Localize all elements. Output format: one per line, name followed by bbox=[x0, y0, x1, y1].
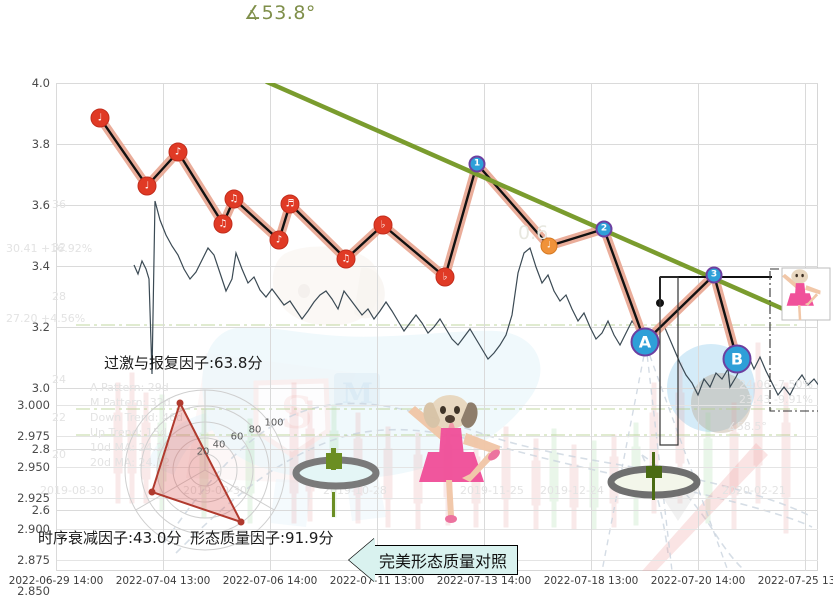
faded-text: 20d MA: 24.12 bbox=[90, 456, 170, 469]
faded-text: A Pattern: 29d bbox=[90, 381, 169, 394]
gridline-h-secondary bbox=[56, 529, 818, 530]
radar-vertex bbox=[148, 488, 156, 496]
faded-text: 22 bbox=[52, 411, 66, 424]
faded-text: 2020-01-24 bbox=[618, 484, 682, 497]
faded-big-label: 0.6 bbox=[518, 222, 549, 244]
zigzag-marker-♩[interactable]: ♩ bbox=[137, 176, 157, 196]
y-tick-label: 2.8 bbox=[31, 442, 50, 456]
faded-text: M Pattern: 32d bbox=[90, 396, 171, 409]
y-tick-label: 3.0 bbox=[31, 381, 50, 395]
x-tick-label: 2022-07-18 13:00 bbox=[543, 575, 639, 587]
gridline-h bbox=[56, 510, 818, 511]
factor-excess: 过激与报复因子:63.8分 bbox=[104, 354, 263, 372]
faded-text: 20 bbox=[52, 448, 66, 461]
faded-text: 2019-12-24 bbox=[540, 484, 604, 497]
faded-text: 24 bbox=[52, 373, 66, 386]
gridline-h bbox=[56, 266, 818, 267]
faded-text: 28 bbox=[52, 290, 66, 303]
gridline-h bbox=[56, 205, 818, 206]
y-tick-label-secondary: 3.000 bbox=[17, 398, 50, 412]
gridline-v bbox=[56, 83, 57, 571]
faded-text: 2019-10-28 bbox=[323, 484, 387, 497]
page-title: ∡53.8° bbox=[244, 2, 316, 24]
callout-arrow[interactable]: 完美形态质量对照 bbox=[349, 538, 519, 582]
zigzag-marker-1[interactable]: 1 bbox=[468, 155, 486, 173]
gridline-v bbox=[484, 83, 485, 571]
faded-text: 24.06 -7.50% bbox=[739, 378, 813, 391]
faded-text: 32 bbox=[52, 241, 66, 254]
y-tick-label: 3.8 bbox=[31, 137, 50, 151]
zigzag-marker-♫[interactable]: ♫ bbox=[224, 189, 244, 209]
zigzag-marker-B[interactable]: B bbox=[722, 344, 752, 374]
factor-quality: 形态质量因子:91.9分 bbox=[190, 529, 334, 547]
y-tick-label-secondary: 2.925 bbox=[17, 491, 50, 505]
gridline-v bbox=[377, 83, 378, 571]
faded-text: 23.43 -9.91% bbox=[739, 393, 813, 406]
faded-text: 36 bbox=[52, 198, 66, 211]
radar-vertex bbox=[176, 399, 184, 407]
radar-vertices bbox=[148, 399, 245, 526]
x-tick-label: 2022-07-25 13:00 bbox=[757, 575, 833, 587]
zigzag-marker-♬[interactable]: ♬ bbox=[280, 194, 300, 214]
x-tick-label: 2022-07-13 14:00 bbox=[436, 575, 532, 587]
x-tick-label: 2022-07-04 13:00 bbox=[115, 575, 211, 587]
y-tick-label-secondary: 2.975 bbox=[17, 429, 50, 443]
gridline-h-secondary bbox=[56, 498, 818, 499]
factor-decay: 时序衰减因子:43.0分 bbox=[38, 529, 182, 547]
faded-text: Up Trend: 15d bbox=[90, 426, 167, 439]
radar-polygon bbox=[150, 400, 244, 524]
faded-text: 2019-09-30 bbox=[183, 484, 247, 497]
faded-text: Down Trend: 46d bbox=[90, 411, 183, 424]
gridline-h bbox=[56, 83, 818, 84]
radar-spokes bbox=[135, 390, 275, 511]
y-tick-label-secondary: 2.875 bbox=[17, 553, 50, 567]
callout-label: 完美形态质量对照 bbox=[375, 545, 519, 575]
zigzag-marker-3[interactable]: 3 bbox=[705, 266, 723, 284]
zigzag-marker-♭[interactable]: ♭ bbox=[435, 267, 455, 287]
faded-text: 2020-02-21 bbox=[722, 484, 786, 497]
zigzag-marker-♩[interactable]: ♩ bbox=[90, 108, 110, 128]
zigzag-marker-♫[interactable]: ♫ bbox=[336, 249, 356, 269]
faded-text: 2019-11-25 bbox=[460, 484, 524, 497]
zigzag-marker-♫[interactable]: ♫ bbox=[213, 214, 233, 234]
y-tick-label: 3.4 bbox=[31, 259, 50, 273]
y-tick-label: 3.2 bbox=[31, 320, 50, 334]
radar-spoke bbox=[204, 469, 275, 511]
faded-text: 2019-08-30 bbox=[40, 484, 104, 497]
y-tick-label-secondary: 2.950 bbox=[17, 460, 50, 474]
zigzag-marker-♭[interactable]: ♭ bbox=[373, 215, 393, 235]
gridline-v bbox=[698, 83, 699, 571]
gridline-h bbox=[56, 449, 818, 450]
faded-text: ∡58.5° bbox=[727, 420, 767, 433]
faded-text: 10d MA: 24.28 bbox=[90, 441, 170, 454]
zigzag-marker-2[interactable]: 2 bbox=[595, 220, 613, 238]
gridline-h bbox=[56, 327, 818, 328]
zigzag-marker-♩[interactable]: ♩ bbox=[540, 237, 558, 255]
zigzag-marker-♪[interactable]: ♪ bbox=[168, 142, 188, 162]
zigzag-marker-A[interactable]: A bbox=[630, 327, 660, 357]
radar-spoke bbox=[135, 469, 206, 511]
radar-chart bbox=[124, 389, 286, 551]
radar-vertex bbox=[237, 518, 245, 526]
gridline-v bbox=[591, 83, 592, 571]
gridline-v bbox=[805, 83, 806, 571]
y-tick-label: 2.6 bbox=[31, 503, 50, 517]
x-tick-label: 2022-06-29 14:00 bbox=[8, 575, 104, 587]
faded-text-left: 27.20 +4.56% bbox=[6, 312, 86, 325]
arrow-head-icon bbox=[349, 538, 375, 582]
x-tick-label: 2022-07-06 14:00 bbox=[222, 575, 318, 587]
zigzag-marker-♪[interactable]: ♪ bbox=[269, 230, 289, 250]
y-tick-label: 4.0 bbox=[31, 76, 50, 90]
faded-text-left: 30.41 +16.92% bbox=[6, 242, 93, 255]
y-tick-label-secondary: 2.900 bbox=[17, 522, 50, 536]
x-tick-label: 2022-07-20 14:00 bbox=[650, 575, 746, 587]
y-tick-label: 3.6 bbox=[31, 198, 50, 212]
